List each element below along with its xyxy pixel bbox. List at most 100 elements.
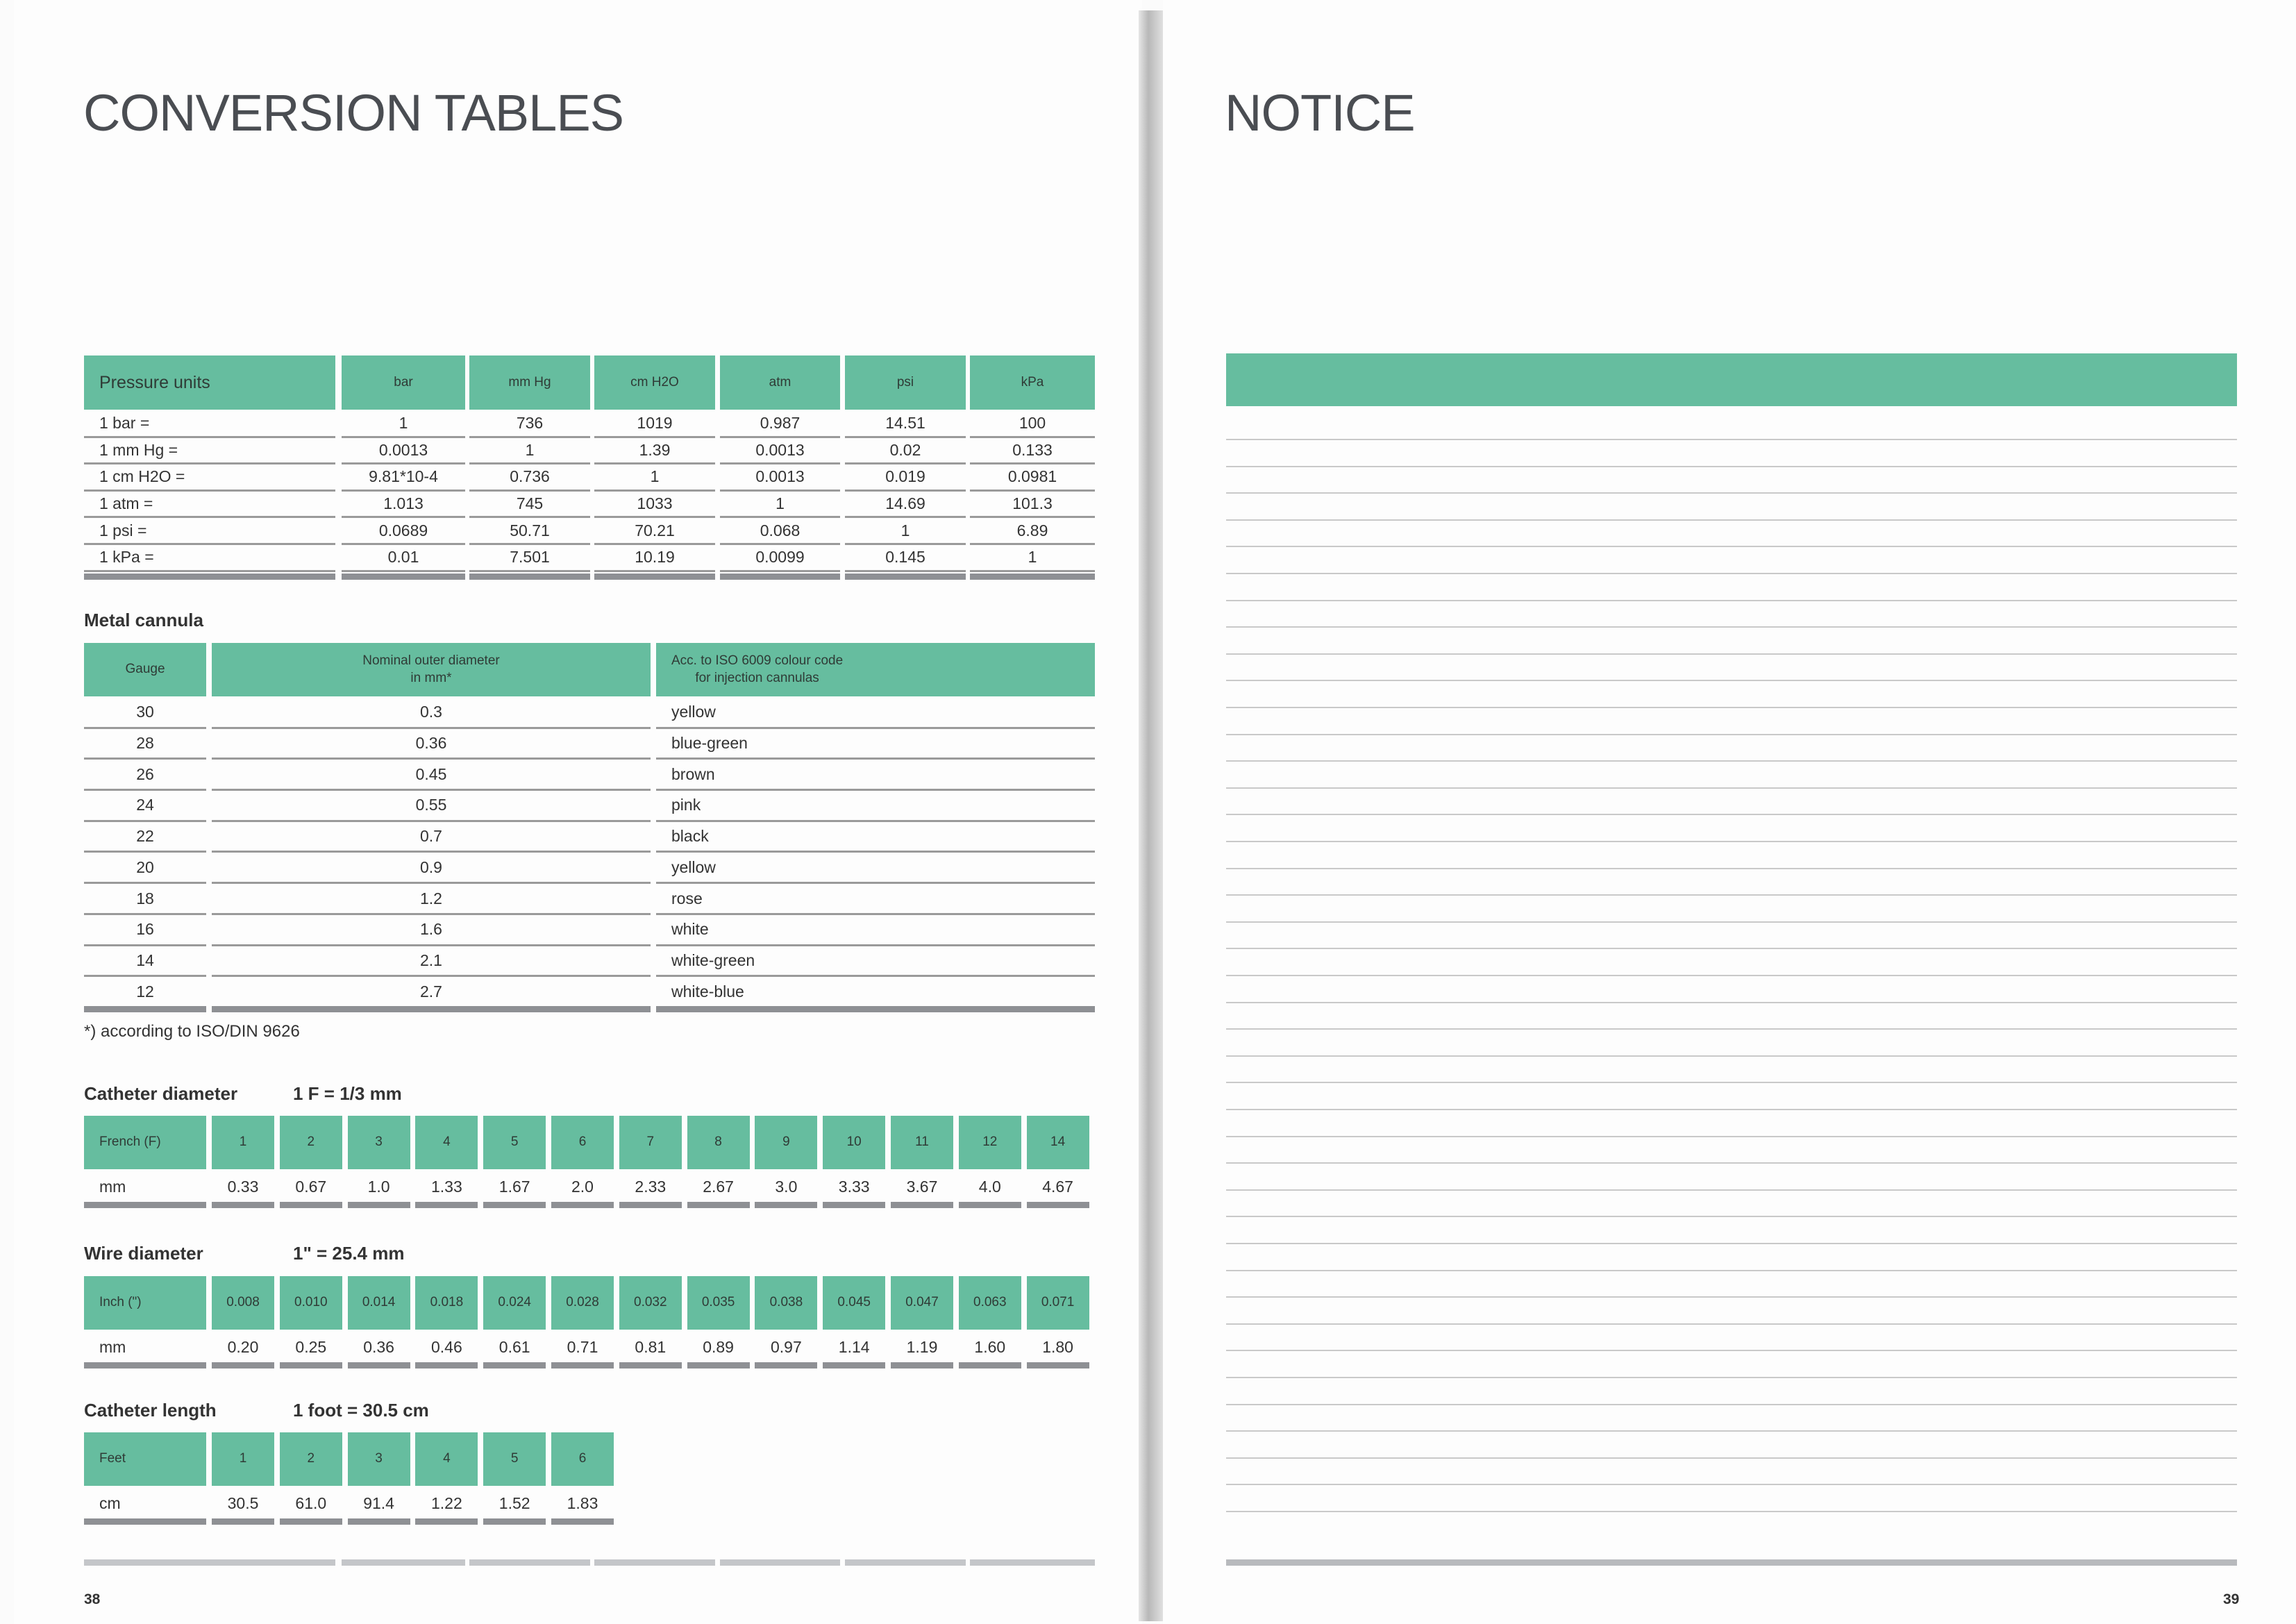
pressure-table-cell: 10.19 bbox=[594, 545, 715, 572]
notice-writing-line bbox=[1226, 867, 2237, 869]
catheter-length-bottom-rule bbox=[483, 1518, 546, 1525]
catheter-length-value-cell: 1.83 bbox=[567, 1493, 598, 1512]
catheter-diameter-value-cell: 1.0 bbox=[367, 1177, 390, 1196]
wire-diameter-value-cell: 1.19 bbox=[906, 1337, 938, 1356]
pressure-table-cell: 1 bbox=[845, 518, 966, 545]
catheter-diameter-bottom-rule bbox=[619, 1202, 682, 1208]
cannula-table-cell: 0.55 bbox=[212, 791, 651, 822]
pressure-table-cell: 1 bbox=[970, 545, 1095, 572]
wire-diameter-label: Wire diameter bbox=[84, 1243, 203, 1264]
catheter-diameter-value-cell: 4.0 bbox=[978, 1177, 1001, 1196]
pressure-header-cell: bar bbox=[342, 355, 465, 410]
wire-diameter-bottom-rule bbox=[619, 1362, 682, 1368]
pressure-table-cell: 6.89 bbox=[970, 518, 1095, 545]
notice-writing-line bbox=[1226, 573, 2237, 574]
pressure-table-cell: 0.0013 bbox=[720, 464, 840, 492]
pressure-table-cell: 1 atm = bbox=[84, 492, 335, 519]
pressure-table-cell: 0.0981 bbox=[970, 464, 1095, 492]
catheter-length-value-cell: 1.22 bbox=[431, 1493, 462, 1512]
wire-diameter-bottom-rule bbox=[958, 1362, 1021, 1368]
notice-writing-line bbox=[1226, 1216, 2237, 1218]
pressure-header-cell: mm Hg bbox=[469, 355, 590, 410]
wire-diameter-value-cell: 0.81 bbox=[635, 1337, 667, 1356]
notice-writing-line bbox=[1226, 492, 2237, 494]
catheter-diameter-header-cell: 11 bbox=[891, 1116, 953, 1169]
wire-diameter-header-cell: 0.008 bbox=[212, 1276, 274, 1330]
notice-writing-line bbox=[1226, 948, 2237, 950]
notice-writing-line bbox=[1226, 1001, 2237, 1003]
catheter-length-value-cell: cm bbox=[99, 1493, 121, 1512]
notice-writing-line bbox=[1226, 814, 2237, 816]
cannula-table-cell: 12 bbox=[84, 977, 206, 1008]
wire-diameter-value-cell: 1.14 bbox=[838, 1337, 870, 1356]
pressure-table-cell: 0.019 bbox=[845, 464, 966, 492]
wire-diameter-header-cell: 0.010 bbox=[279, 1276, 342, 1330]
wire-diameter-header-cell: 0.035 bbox=[687, 1276, 750, 1330]
cannula-table-bottom-rule bbox=[656, 1006, 1095, 1012]
catheter-length-header-cell: 1 bbox=[212, 1432, 274, 1486]
catheter-diameter-value-cell: 2.33 bbox=[635, 1177, 667, 1196]
catheter-diameter-value-cell: 2.0 bbox=[571, 1177, 594, 1196]
wire-diameter-value-cell: 0.97 bbox=[771, 1337, 802, 1356]
catheter-diameter-bottom-rule bbox=[84, 1202, 206, 1208]
catheter-diameter-value-cell: mm bbox=[99, 1177, 126, 1196]
wire-diameter-bottom-rule bbox=[212, 1362, 274, 1368]
pressure-table-cell: 9.81*10-4 bbox=[342, 464, 465, 492]
left-bottom-rule bbox=[970, 1559, 1095, 1566]
catheter-length-value-cell: 61.0 bbox=[295, 1493, 327, 1512]
catheter-length-header-cell: 4 bbox=[415, 1432, 478, 1486]
pressure-header-cell: psi bbox=[845, 355, 966, 410]
pressure-table-cell: 0.0689 bbox=[342, 518, 465, 545]
notice-writing-line bbox=[1226, 1162, 2237, 1164]
cannula-table-cell: 2.7 bbox=[212, 977, 651, 1008]
notice-writing-line bbox=[1226, 1269, 2237, 1271]
notice-writing-line bbox=[1226, 1377, 2237, 1378]
pressure-table-bottom-rule bbox=[970, 574, 1095, 580]
notice-writing-line bbox=[1226, 1189, 2237, 1191]
catheter-diameter-label: Catheter diameter bbox=[84, 1083, 238, 1104]
notice-writing-line bbox=[1226, 465, 2237, 467]
cannula-table-cell: white-green bbox=[656, 946, 1095, 978]
notice-writing-line bbox=[1226, 841, 2237, 842]
pressure-table-cell: 0.0013 bbox=[342, 438, 465, 465]
notice-writing-line bbox=[1226, 1243, 2237, 1244]
catheter-diameter-bottom-rule bbox=[1026, 1202, 1089, 1208]
catheter-diameter-bottom-rule bbox=[687, 1202, 750, 1208]
wire-diameter-header-cell: 0.063 bbox=[958, 1276, 1021, 1330]
wire-diameter-value-cell: 1.60 bbox=[974, 1337, 1006, 1356]
catheter-length-bottom-rule bbox=[551, 1518, 614, 1525]
pressure-header-cell: Pressure units bbox=[84, 355, 335, 410]
wire-diameter-value-cell: mm bbox=[99, 1337, 126, 1356]
cannula-table-cell: 24 bbox=[84, 791, 206, 822]
catheter-diameter-bottom-rule bbox=[483, 1202, 546, 1208]
wire-diameter-bottom-rule bbox=[347, 1362, 410, 1368]
cannula-table-cell: white bbox=[656, 915, 1095, 946]
wire-diameter-bottom-rule bbox=[551, 1362, 614, 1368]
catheter-diameter-header-cell: 10 bbox=[823, 1116, 886, 1169]
wire-diameter-value-cell: 1.80 bbox=[1042, 1337, 1073, 1356]
notice-writing-line bbox=[1226, 1323, 2237, 1325]
wire-diameter-bottom-rule bbox=[891, 1362, 953, 1368]
spine-shadow bbox=[1139, 10, 1163, 1621]
notice-writing-line bbox=[1226, 1457, 2237, 1459]
notice-writing-line bbox=[1226, 1082, 2237, 1084]
pressure-table-cell: 1 cm H2O = bbox=[84, 464, 335, 492]
catheter-diameter-note: 1 F = 1/3 mm bbox=[293, 1083, 402, 1104]
pressure-table-cell: 101.3 bbox=[970, 492, 1095, 519]
catheter-diameter-bottom-rule bbox=[279, 1202, 342, 1208]
catheter-length-label: Catheter length bbox=[84, 1400, 217, 1421]
wire-diameter-value-cell: 0.61 bbox=[498, 1337, 530, 1356]
cannula-table-cell: 0.36 bbox=[212, 729, 651, 760]
pressure-table-cell: 14.69 bbox=[845, 492, 966, 519]
wire-diameter-value-cell: 0.20 bbox=[227, 1337, 259, 1356]
left-page bbox=[14, 0, 1142, 1624]
catheter-length-header-cell: 3 bbox=[347, 1432, 410, 1486]
pressure-table-bottom-rule bbox=[845, 574, 966, 580]
cannula-table-cell: 20 bbox=[84, 853, 206, 885]
catheter-diameter-header-cell: 14 bbox=[1026, 1116, 1089, 1169]
wire-diameter-note: 1" = 25.4 mm bbox=[293, 1243, 405, 1264]
catheter-diameter-header-cell: 12 bbox=[958, 1116, 1021, 1169]
catheter-length-bottom-rule bbox=[347, 1518, 410, 1525]
catheter-diameter-value-cell: 4.67 bbox=[1042, 1177, 1073, 1196]
notice-writing-line bbox=[1226, 1430, 2237, 1432]
